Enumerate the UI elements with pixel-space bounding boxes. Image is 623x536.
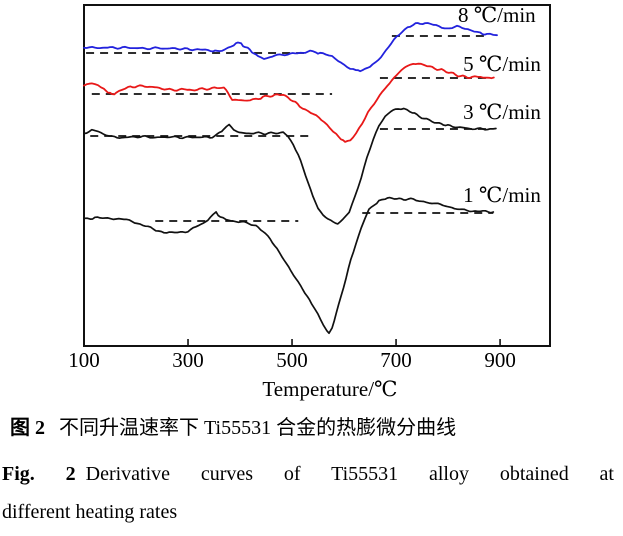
series-curve: [83, 107, 497, 225]
caption-chinese: 图 2 不同升温速率下 Ti55531 合金的热膨微分曲线: [10, 412, 615, 444]
x-tick-label: 700: [380, 348, 412, 372]
caption-en-figure-label: Fig. 2: [2, 463, 76, 485]
caption-zh-text: 不同升温速率下 Ti55531 合金的热膨微分曲线: [59, 417, 457, 439]
dilatometry-derivative-chart: 100 300 500 700 900 Temperature/℃ 8 ℃/min 5 ℃/m…: [68, 3, 551, 401]
caption-zh-figure-label: 图 2: [10, 417, 45, 439]
series-label: 1 ℃/min: [463, 183, 541, 207]
x-tick-label: 300: [172, 348, 204, 372]
series-curve: [83, 22, 498, 73]
series-5-min: 5 ℃/min: [83, 52, 541, 143]
series-1-min: 1 ℃/min: [83, 183, 541, 335]
series-curve: [83, 62, 495, 143]
x-axis-label: Temperature/℃: [262, 377, 397, 401]
caption-english-line1: Fig. 2 Derivative curves of Ti55531 alloy…: [2, 458, 614, 490]
caption-en-text: Derivative curves of Ti55531 alloy obtai…: [85, 463, 614, 485]
series-label: 8 ℃/min: [458, 3, 536, 27]
x-tick-label: 500: [276, 348, 308, 372]
caption-english-line2: different heating rates: [2, 501, 178, 523]
series-label: 3 ℃/min: [463, 100, 541, 124]
plot-border: [83, 4, 551, 347]
series-3-min: 3 ℃/min: [83, 100, 541, 225]
x-tick-label: 100: [68, 348, 100, 372]
series-curve: [83, 196, 495, 335]
series-label: 5 ℃/min: [463, 52, 541, 76]
series-8-min: 8 ℃/min: [83, 3, 536, 73]
x-tick-label: 900: [484, 348, 516, 372]
